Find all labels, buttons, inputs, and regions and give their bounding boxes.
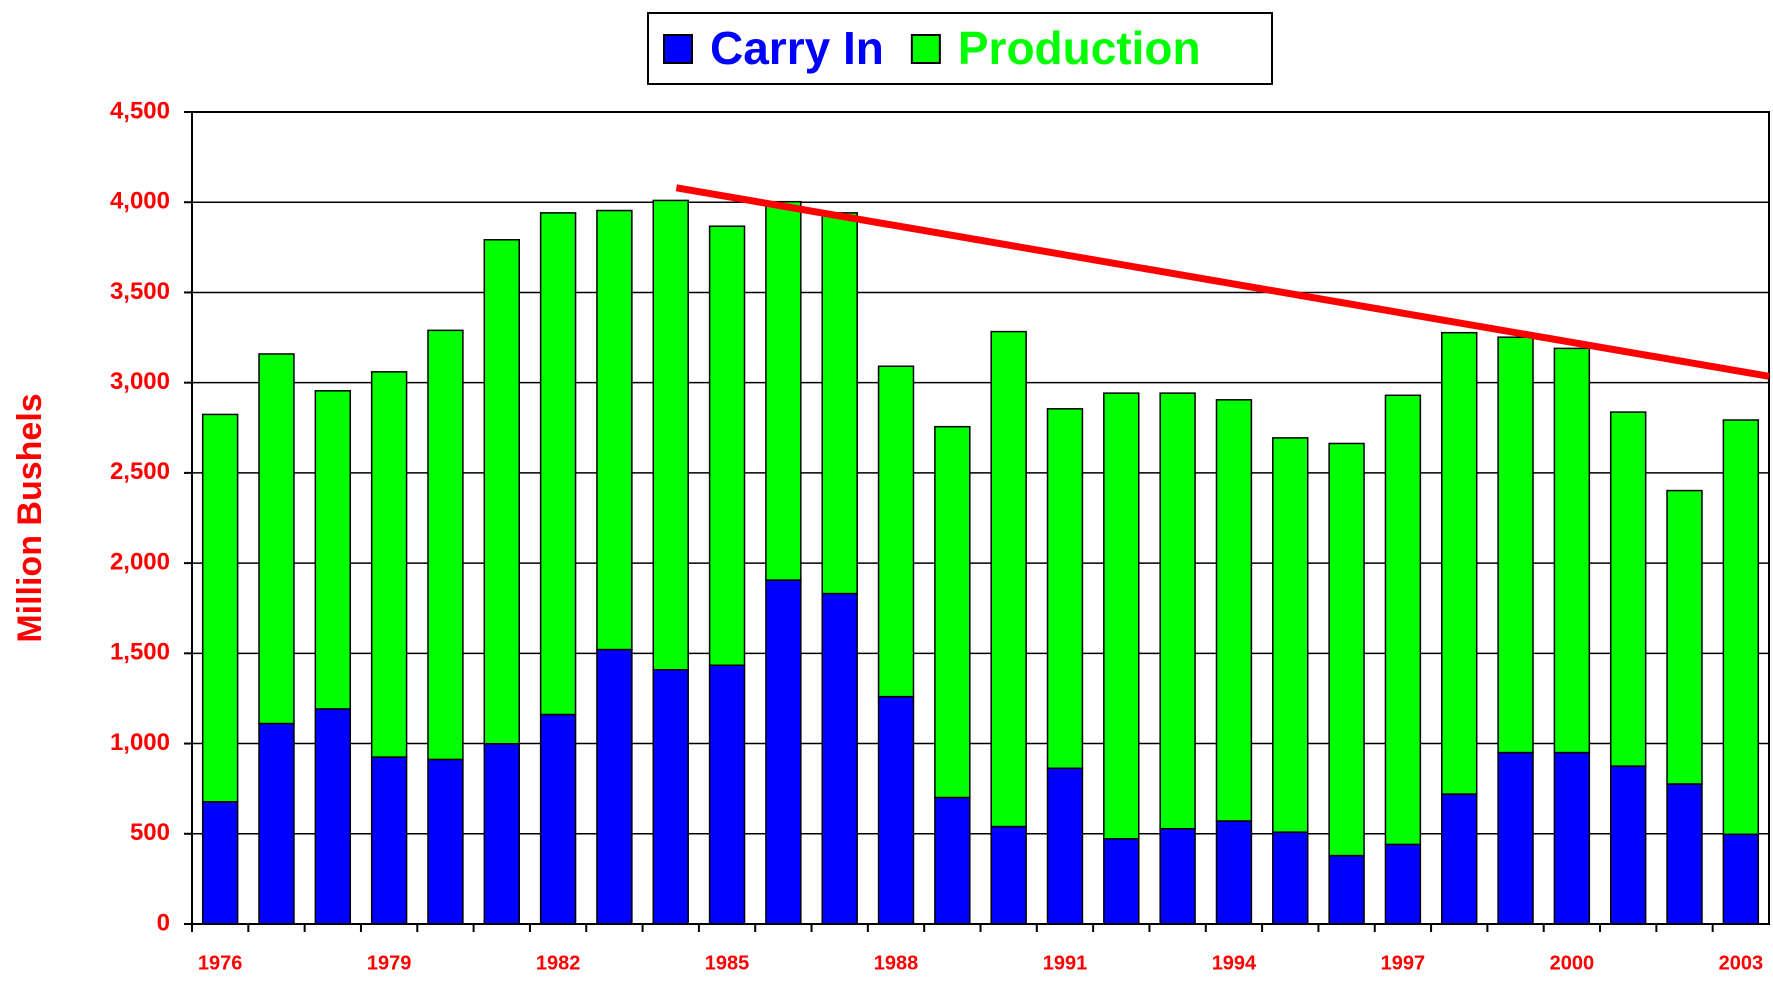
bar-segment <box>1328 854 1365 925</box>
bar-segment <box>1666 783 1703 925</box>
bar-segment <box>596 648 633 925</box>
bar-segment <box>427 329 464 761</box>
bar-segment <box>258 722 295 925</box>
y-tick-label: 0 <box>157 909 170 936</box>
x-tick-label: 1997 <box>1381 952 1426 974</box>
y-tick-label: 4,500 <box>110 97 170 124</box>
y-tick-label: 3,000 <box>110 368 170 395</box>
bar-segment <box>596 209 633 651</box>
y-tick-label: 1,000 <box>110 729 170 756</box>
y-tick-label: 1,500 <box>110 639 170 666</box>
bar-segment <box>1215 399 1253 822</box>
bar-segment <box>1272 437 1309 833</box>
legend-swatch <box>910 34 941 64</box>
x-tick-label: 1988 <box>874 952 919 974</box>
bar-segment <box>821 212 858 595</box>
legend-label: Carry In <box>710 22 884 74</box>
bar-segment <box>821 592 858 925</box>
bar-segment <box>1553 751 1591 925</box>
legend-swatch <box>663 34 693 64</box>
bar-segment <box>1159 392 1196 830</box>
bar-segment <box>539 212 577 716</box>
bar-segment <box>427 758 464 925</box>
y-tick-label: 4,000 <box>110 188 170 215</box>
x-tick-label: 1982 <box>536 952 581 974</box>
bar-segment <box>1103 392 1140 840</box>
bar-segment <box>1272 831 1309 925</box>
bar-segment <box>1722 833 1760 925</box>
bar-segment <box>314 390 352 710</box>
x-tick-label: 2000 <box>1550 952 1595 974</box>
bar-segment <box>1553 347 1591 754</box>
bar-segment <box>1609 765 1647 925</box>
bar-segment <box>652 199 689 671</box>
bar-segment <box>1384 394 1422 846</box>
bar-segment <box>1441 793 1478 925</box>
bar-segment <box>1666 489 1703 785</box>
bar-segment <box>483 742 520 925</box>
bar-segment <box>370 371 408 758</box>
bar-segment <box>708 225 746 666</box>
bar-segment <box>201 801 239 925</box>
bar-segment <box>934 425 971 799</box>
bar-segment <box>1159 827 1196 925</box>
bar-segment <box>1103 838 1140 925</box>
x-tick-label: 2003 <box>1719 952 1764 974</box>
bar-segment <box>990 330 1027 828</box>
bar-segment <box>1046 767 1084 925</box>
bar-segment <box>708 664 746 925</box>
x-tick-label: 1994 <box>1212 952 1257 974</box>
y-axis-label: Million Bushels <box>11 393 49 642</box>
bar-segment <box>877 365 915 698</box>
bar-segment <box>1497 336 1534 754</box>
legend-box <box>647 12 1273 85</box>
bar-segment <box>765 579 802 925</box>
bar-segment <box>652 669 689 925</box>
bar-segment <box>539 713 577 925</box>
bar-segment <box>314 708 352 925</box>
bar-segment <box>1722 419 1760 836</box>
bar-segment <box>1384 843 1422 925</box>
bar-segment <box>483 239 520 745</box>
x-tick-label: 1985 <box>705 952 750 974</box>
bar-segment <box>934 796 971 925</box>
bar-segment <box>1328 442 1365 857</box>
bar-segment <box>877 695 915 925</box>
bar-segment <box>201 413 239 803</box>
x-tick-label: 1991 <box>1043 952 1088 974</box>
trend-line <box>675 184 1770 380</box>
bar-segment <box>1497 751 1534 925</box>
bar-segment <box>1441 331 1478 795</box>
bar-segment <box>370 756 408 925</box>
bar-segment <box>1046 408 1084 770</box>
bar-segment <box>990 825 1027 925</box>
bar-segment <box>1215 820 1253 925</box>
y-tick-label: 2,000 <box>110 548 170 575</box>
y-tick-label: 2,500 <box>110 458 170 485</box>
x-tick-label: 1979 <box>367 952 412 974</box>
legend: Carry In Production <box>663 22 1201 74</box>
x-tick-label: 1976 <box>198 952 243 974</box>
y-tick-label: 500 <box>130 819 170 846</box>
y-tick-label: 3,500 <box>110 278 170 305</box>
bar-segment <box>765 200 802 581</box>
bar-segment <box>258 353 295 725</box>
legend-label: Production <box>958 22 1201 74</box>
bar-segment <box>1609 411 1647 767</box>
